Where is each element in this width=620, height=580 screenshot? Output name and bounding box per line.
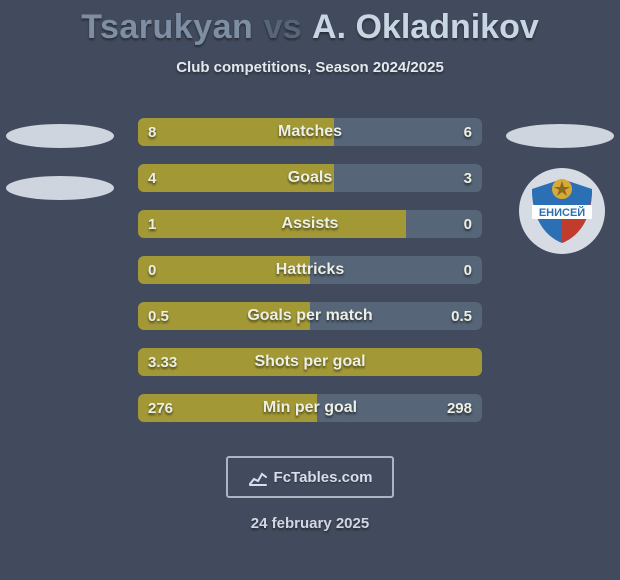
player2-photo-placeholder-top xyxy=(506,124,614,148)
right-segment xyxy=(334,164,482,192)
comparison-bars: Matches86 Goals43 Assists10 Hattricks00 Goal… xyxy=(138,118,482,440)
comparison-title: Tsarukyan vs A. Okladnikov xyxy=(0,0,620,47)
club-badge-icon: ЕНИСЕЙ xyxy=(526,175,598,247)
left-segment xyxy=(138,348,482,376)
player1-name: Tsarukyan xyxy=(81,8,253,46)
right-segment xyxy=(334,118,482,146)
metric-row: Matches86 xyxy=(138,118,482,146)
metric-row: Min per goal276298 xyxy=(138,394,482,422)
player2-name: A. Okladnikov xyxy=(312,8,539,46)
right-segment xyxy=(310,256,482,284)
svg-text:ЕНИСЕЙ: ЕНИСЕЙ xyxy=(539,206,585,219)
metric-row: Hattricks00 xyxy=(138,256,482,284)
left-segment xyxy=(138,256,310,284)
vs-text: vs xyxy=(264,8,302,46)
left-segment xyxy=(138,118,334,146)
metric-row: Shots per goal3.33 xyxy=(138,348,482,376)
subtitle: Club competitions, Season 2024/2025 xyxy=(0,59,620,76)
left-segment xyxy=(138,164,334,192)
fctables-text: FcTables.com xyxy=(274,469,373,486)
metric-row: Goals per match0.50.5 xyxy=(138,302,482,330)
left-segment xyxy=(138,210,406,238)
metric-row: Goals43 xyxy=(138,164,482,192)
chart-area: ЕНИСЕЙ Matches86 Goals43 Assists10 Hattrick… xyxy=(0,118,620,438)
club-badge: ЕНИСЕЙ xyxy=(519,168,605,254)
chart-icon xyxy=(248,467,268,487)
right-segment xyxy=(317,394,482,422)
left-segment xyxy=(138,394,317,422)
player1-photo-placeholder-top xyxy=(6,124,114,148)
right-segment xyxy=(406,210,482,238)
date-text: 24 february 2025 xyxy=(0,515,620,532)
left-segment xyxy=(138,302,310,330)
player1-photo-placeholder-bottom xyxy=(6,176,114,200)
metric-row: Assists10 xyxy=(138,210,482,238)
right-segment xyxy=(310,302,482,330)
fctables-logo: FcTables.com xyxy=(226,456,394,498)
